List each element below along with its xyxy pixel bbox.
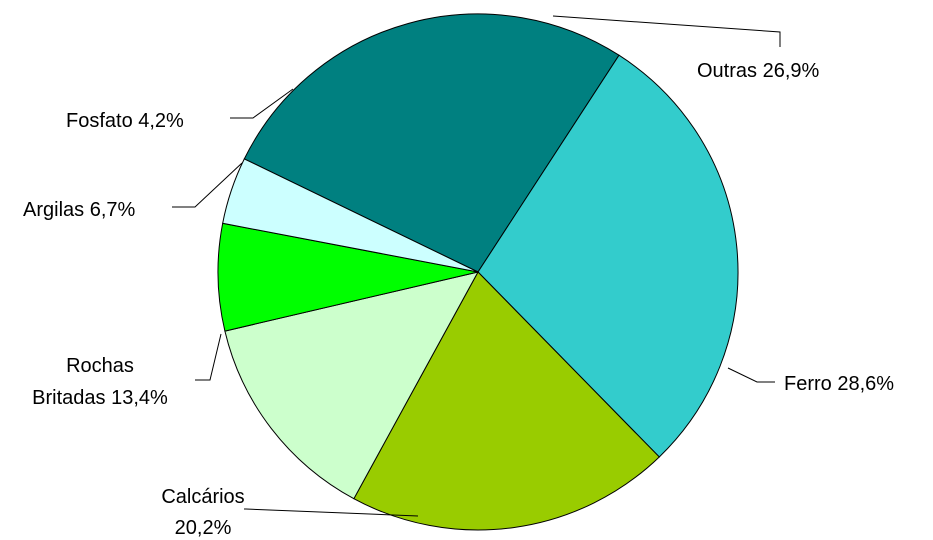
leader-line-rochas-britadas <box>195 333 222 381</box>
slice-label-argilas: Argilas 6,7% <box>23 199 135 221</box>
leader-line-ferro <box>727 367 775 383</box>
leader-line-fosfato <box>230 88 294 119</box>
pie-slice-outras <box>243 13 620 273</box>
slice-label-calcarios: Calcários 20,2% <box>161 486 244 539</box>
slice-label-fosfato: Fosfato 4,2% <box>66 110 184 132</box>
pie-slice-calcarios <box>353 271 660 531</box>
slice-labels: Outras 26,9% Ferro 28,6% Calcários 20,2% … <box>23 60 894 539</box>
pie-slice-rochas <box>224 271 479 500</box>
pie-slice-ferro <box>477 54 739 458</box>
pie-slice-fosfato <box>222 158 479 273</box>
leader-line-outras <box>552 15 781 47</box>
pie-slices <box>217 13 739 531</box>
leader-line-calcarios <box>244 508 419 517</box>
leader-line-argilas <box>172 162 243 208</box>
leader-lines <box>172 15 781 517</box>
slice-label-outras: Outras 26,9% <box>697 60 820 82</box>
pie-slice-argilas <box>217 222 479 332</box>
slice-label-ferro: Ferro 28,6% <box>784 373 894 395</box>
slice-label-rochas-britadas: Rochas Britadas 13,4% <box>32 355 168 409</box>
